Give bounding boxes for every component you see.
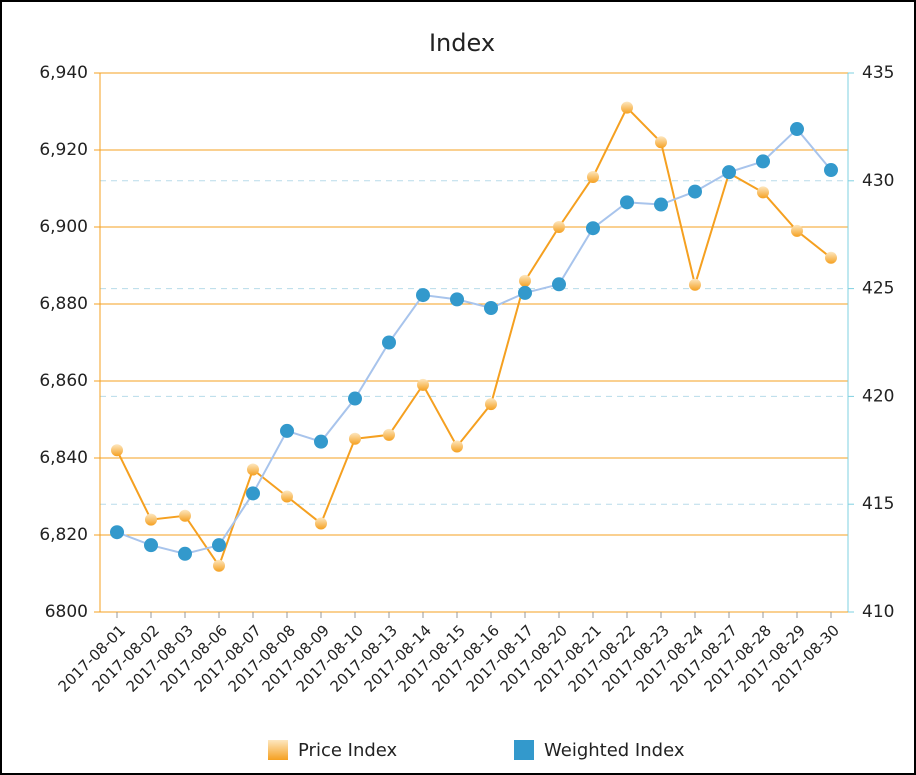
y2-tick-label: 410 — [862, 602, 894, 622]
data-point — [280, 423, 294, 438]
legend-label: Weighted Index — [544, 740, 685, 761]
y2-tick-label: 420 — [862, 386, 894, 406]
y-tick-label: 6,900 — [39, 217, 88, 237]
data-point — [349, 432, 361, 445]
legend-swatch — [514, 740, 534, 760]
legend-label: Price Index — [298, 740, 398, 761]
data-point — [281, 490, 293, 503]
y-tick-label: 6,940 — [39, 63, 88, 83]
data-point — [348, 391, 362, 406]
data-point — [791, 224, 803, 237]
data-point — [213, 559, 225, 572]
y2-tick-label: 425 — [862, 279, 894, 299]
data-point — [111, 444, 123, 457]
data-point — [417, 378, 429, 391]
data-point — [144, 538, 158, 553]
data-point — [383, 428, 395, 441]
data-point — [518, 285, 532, 300]
data-point — [586, 221, 600, 236]
y-tick-label: 6,820 — [39, 525, 88, 545]
legend-swatch — [268, 740, 288, 760]
data-point — [722, 165, 736, 180]
data-point — [654, 197, 668, 212]
y-tick-label: 6,880 — [39, 294, 88, 314]
data-point — [179, 509, 191, 522]
data-point — [450, 292, 464, 307]
data-point — [825, 251, 837, 264]
data-point — [178, 546, 192, 561]
data-point — [552, 277, 566, 292]
data-point — [416, 288, 430, 303]
data-point — [553, 221, 565, 233]
y-tick-label: 6,860 — [39, 371, 88, 391]
data-point — [587, 170, 599, 183]
data-point — [621, 101, 633, 114]
data-point — [247, 463, 259, 476]
data-point — [824, 163, 838, 178]
data-point — [620, 195, 634, 210]
data-point — [756, 154, 770, 169]
data-point — [110, 525, 124, 540]
data-point — [655, 136, 667, 149]
data-point — [246, 486, 260, 501]
data-point — [485, 398, 497, 411]
series-line — [116, 127, 832, 555]
data-point — [314, 434, 328, 449]
data-point — [790, 122, 804, 137]
data-point — [484, 301, 498, 316]
data-point — [688, 184, 702, 199]
y2-tick-label: 430 — [862, 171, 894, 191]
y2-tick-label: 435 — [862, 63, 894, 83]
y-tick-label: 6,840 — [39, 448, 88, 468]
data-point — [145, 513, 157, 526]
data-point — [382, 335, 396, 350]
data-point — [451, 440, 463, 453]
data-point — [519, 274, 531, 287]
y-tick-label: 6800 — [45, 602, 88, 622]
data-point — [757, 186, 769, 199]
y-tick-label: 6,920 — [39, 140, 88, 160]
data-point — [315, 517, 327, 530]
data-point — [689, 278, 701, 291]
chart-title: Index — [429, 29, 495, 57]
data-point — [212, 538, 226, 553]
y2-tick-label: 415 — [862, 494, 894, 514]
